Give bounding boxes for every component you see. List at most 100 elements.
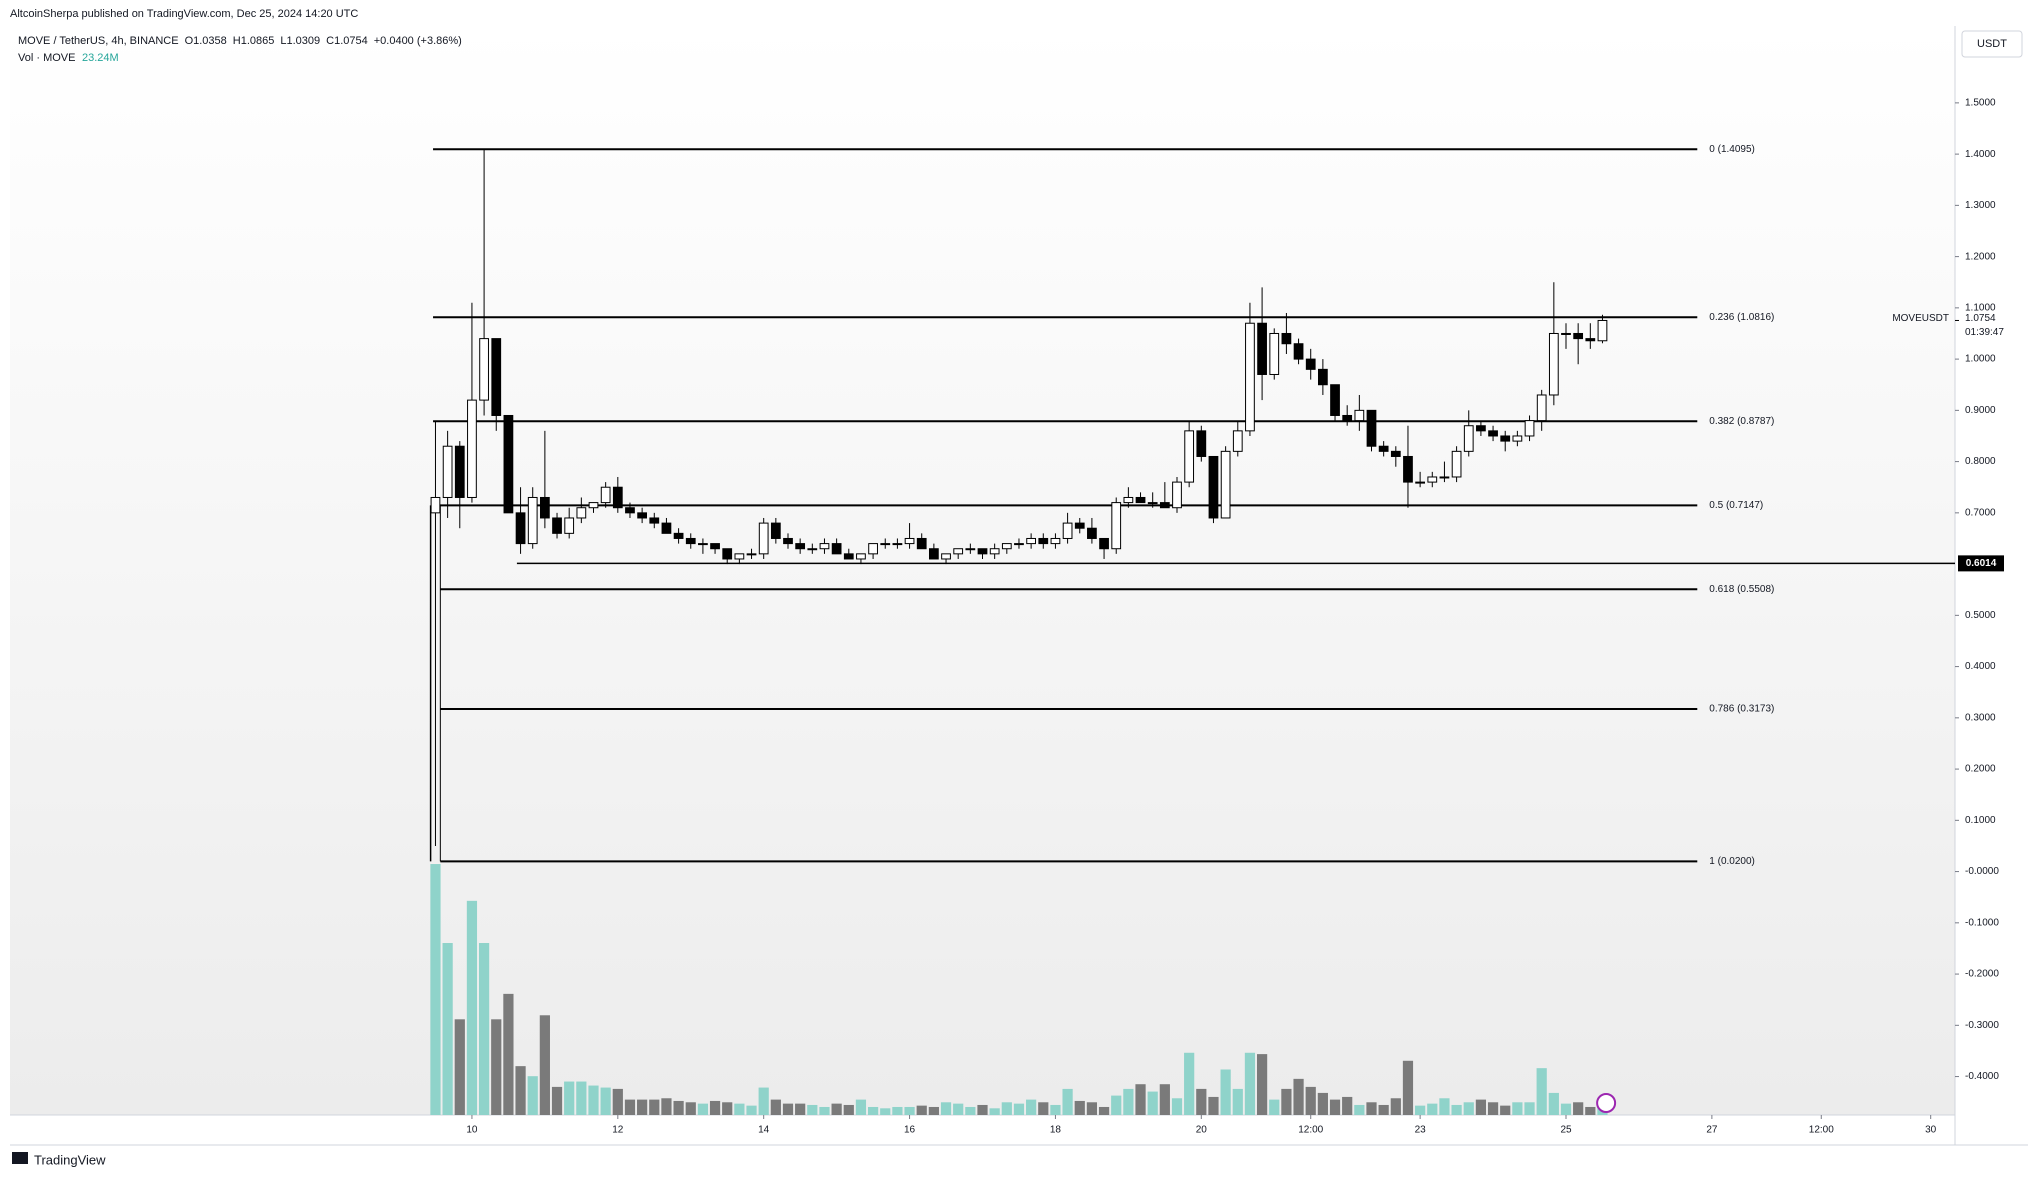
candle-body <box>795 543 806 550</box>
y-tick-label: -0.4000 <box>1965 1071 1999 1082</box>
volume-bar <box>503 993 514 1115</box>
candle-body <box>1415 481 1426 484</box>
volume-bar <box>1171 1098 1183 1115</box>
candle-body <box>1269 332 1280 375</box>
volume-bar <box>1123 1088 1134 1115</box>
candle-body <box>1232 430 1243 452</box>
candle-body <box>685 537 696 545</box>
volume-bar <box>1184 1052 1195 1115</box>
volume-bar <box>1317 1092 1328 1115</box>
y-tick-label: 1.3000 <box>1965 200 1996 211</box>
candle-body <box>819 543 830 550</box>
candle-body <box>479 338 489 401</box>
candle-body <box>770 522 781 539</box>
volume-bar <box>539 1015 550 1115</box>
volume-bar <box>1500 1105 1511 1115</box>
volume-bar <box>1439 1098 1450 1115</box>
volume-bar <box>1135 1084 1146 1115</box>
x-tick-label: 12:00 <box>1298 1125 1323 1136</box>
x-tick-label: 14 <box>758 1125 770 1136</box>
y-tick-label: 0.9000 <box>1965 405 1996 416</box>
volume-legend-value: 23.24M <box>82 52 119 64</box>
volume-bar <box>758 1087 769 1115</box>
volume-bar <box>551 1086 563 1115</box>
volume-bar <box>1573 1102 1584 1115</box>
volume-bar <box>454 1019 465 1115</box>
candle-body <box>649 517 660 524</box>
volume-bar <box>1487 1102 1499 1115</box>
candle-body <box>1026 537 1037 545</box>
x-tick-label: 10 <box>466 1125 478 1136</box>
fib-level-label: 0 (1.4095) <box>1709 144 1755 155</box>
volume-bar <box>576 1081 587 1115</box>
volume-bar <box>1305 1086 1316 1115</box>
candle-body <box>1585 338 1596 342</box>
volume-bar <box>1256 1054 1268 1115</box>
volume-bar <box>1147 1091 1158 1115</box>
volume-bar <box>1329 1099 1341 1115</box>
candle-body <box>1427 476 1438 483</box>
volume-bar <box>722 1102 733 1115</box>
volume-bar <box>1062 1088 1073 1115</box>
volume-bar <box>965 1106 976 1115</box>
candle-body <box>1561 332 1571 335</box>
volume-bar <box>1038 1102 1049 1115</box>
y-tick-label: 0.8000 <box>1965 456 1996 467</box>
candle-body <box>576 507 587 519</box>
currency-button[interactable] <box>1961 30 2023 58</box>
volume-bar <box>1342 1096 1353 1115</box>
legend-item: +0.0400 (+3.86%) <box>374 35 462 47</box>
candle-body <box>1390 450 1401 457</box>
candle-body <box>1451 450 1462 478</box>
volume-bar <box>1463 1102 1474 1115</box>
candle-body <box>637 512 648 519</box>
candle-body <box>625 507 635 514</box>
candle-body <box>1123 496 1134 504</box>
y-tick-label: 1.5000 <box>1965 98 1996 109</box>
candle-body <box>1001 543 1012 550</box>
volume-bar <box>1536 1068 1547 1115</box>
candle-body <box>612 486 623 509</box>
candle-body <box>698 543 708 546</box>
volume-bar <box>1293 1078 1304 1115</box>
volume-bar <box>795 1103 806 1115</box>
candle-body <box>1074 522 1085 529</box>
candle-body <box>1135 496 1146 504</box>
candle-body <box>503 414 514 514</box>
candle-body <box>965 548 976 551</box>
fib-level-label: 0.5 (0.7147) <box>1709 500 1763 511</box>
candle-body <box>1476 425 1486 432</box>
volume-bar <box>1013 1103 1025 1115</box>
candle-body <box>1220 450 1231 519</box>
volume-bar <box>515 1066 526 1115</box>
candle-body <box>1354 409 1365 422</box>
volume-bar <box>564 1081 575 1115</box>
candle-body <box>600 486 611 504</box>
event-marker <box>1596 1093 1617 1113</box>
candle-body <box>734 553 745 560</box>
volume-bar <box>430 864 441 1115</box>
candle-body <box>1524 420 1535 437</box>
currency-button-label[interactable]: USDT <box>1977 38 2007 50</box>
logo-icon <box>12 1152 28 1164</box>
x-tick-label: 20 <box>1196 1125 1208 1136</box>
volume-bar <box>624 1099 636 1115</box>
candle-body <box>1014 543 1024 546</box>
candle-body <box>491 338 502 416</box>
candle-body <box>746 553 757 556</box>
volume-bar <box>685 1102 696 1115</box>
volume-bar <box>1220 1069 1231 1115</box>
candle-body <box>661 522 672 534</box>
candle-body <box>1378 445 1389 452</box>
candle-body <box>1038 537 1049 545</box>
volume-bar <box>1232 1088 1243 1115</box>
y-tick-label: 0.4000 <box>1965 661 1996 672</box>
volume-bar <box>1281 1088 1292 1115</box>
candle-body <box>1342 414 1353 422</box>
footer-logo: TradingView <box>34 1152 106 1167</box>
volume-bar <box>782 1103 794 1115</box>
candle-body <box>1050 537 1061 545</box>
volume-bar <box>892 1106 903 1115</box>
